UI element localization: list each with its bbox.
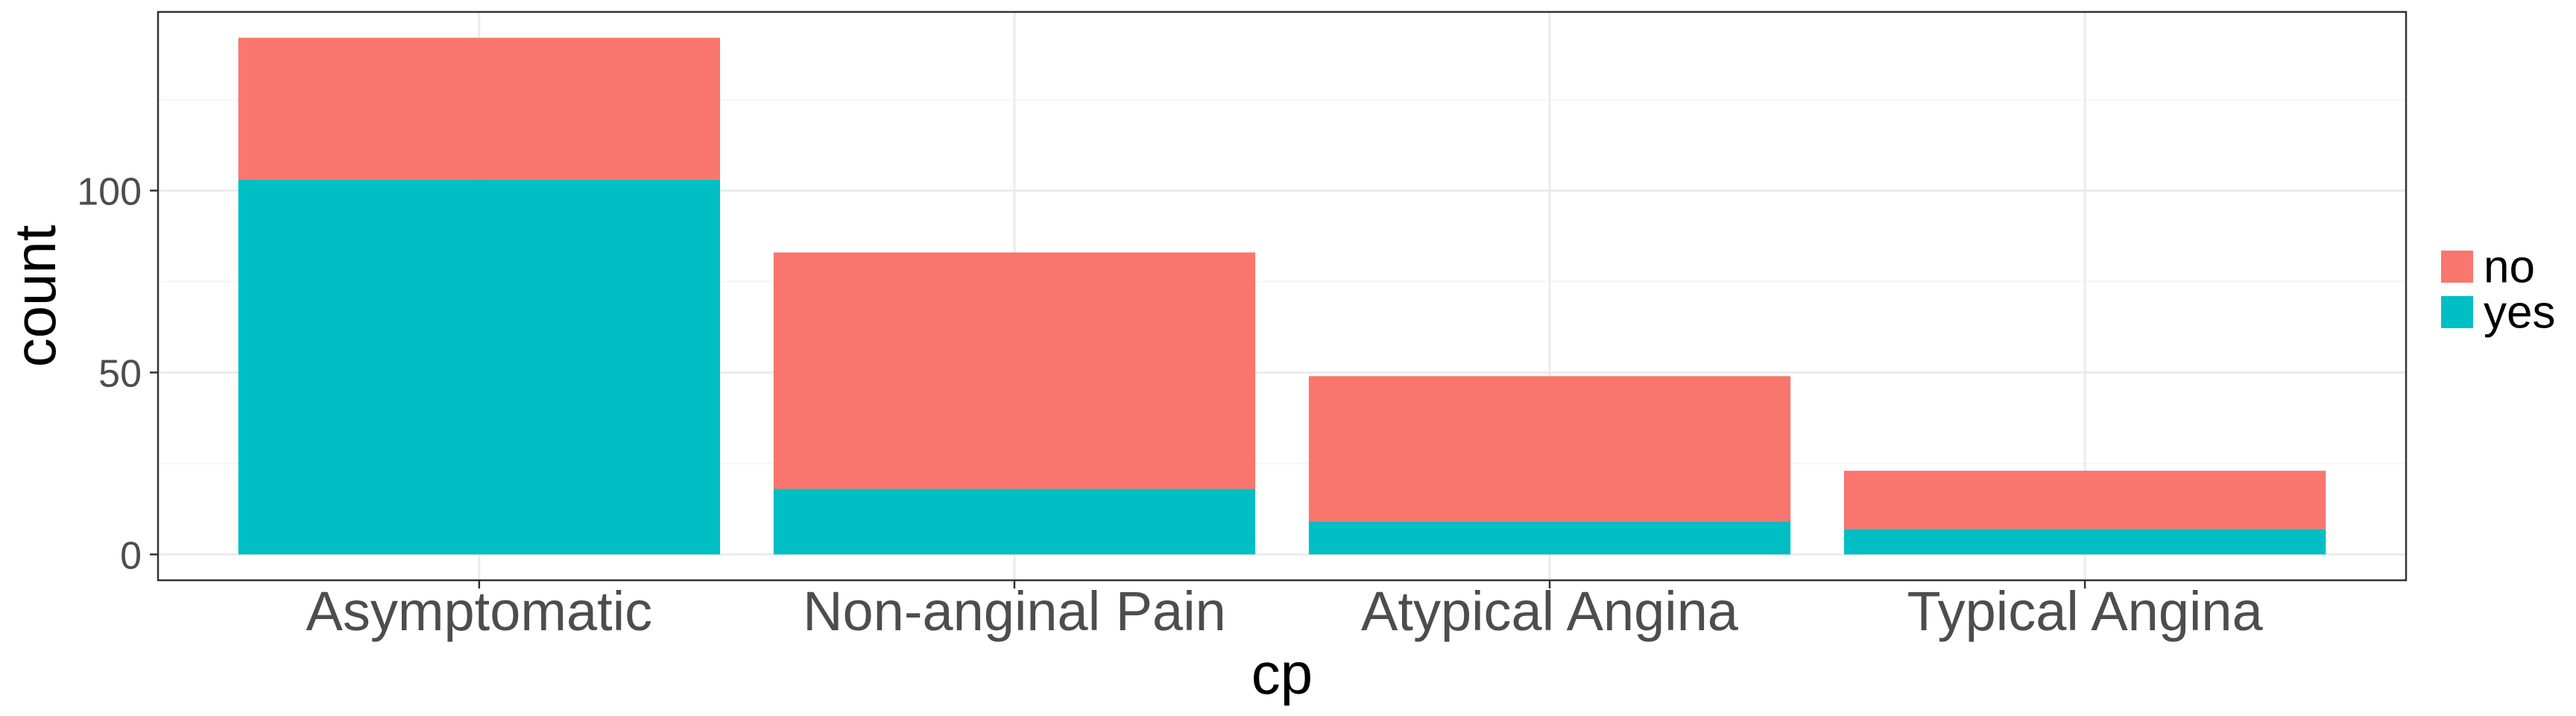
x-tick-label: Non-anginal Pain [803,580,1226,642]
bar-no [773,252,1256,489]
legend-label: no [2484,242,2535,293]
bar-yes [238,179,720,555]
legend-key-yes [2441,296,2473,328]
panel-border [157,10,2408,582]
y-axis-title: count [2,224,68,367]
x-axis-title: cp [1251,641,1313,706]
y-tick-label: 100 [77,171,142,214]
bar-yes [773,489,1256,555]
bar-no [238,37,720,180]
legend-label: yes [2484,287,2555,339]
bar-no [1844,471,2326,530]
y-tick-label: 0 [120,534,142,577]
bar-yes [1308,521,1791,555]
bar-no [1308,376,1791,522]
x-tick-label: Asymptomatic [306,580,653,642]
y-tick-label: 50 [98,352,142,395]
bar-yes [1844,529,2326,555]
axes: 0 50 100 Asymptomatic Non-anginal Pain Atypic… [77,171,2263,642]
legend-key-no [2441,251,2473,283]
bars [238,37,2326,555]
x-tick-label: Typical Angina [1907,580,2264,642]
x-tick-label: Atypical Angina [1361,580,1739,642]
